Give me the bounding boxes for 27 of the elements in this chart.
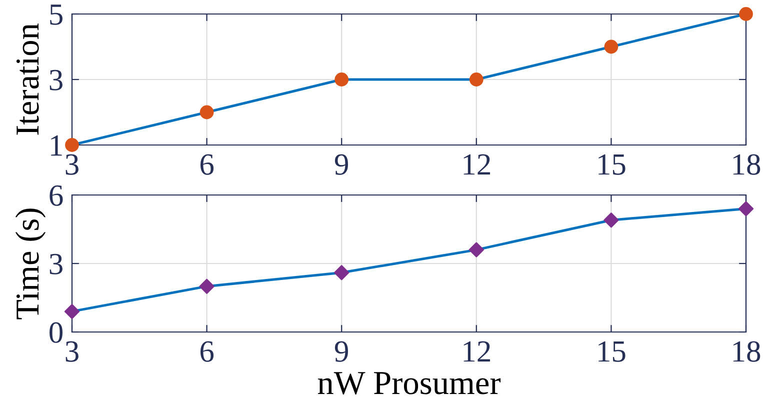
y-tick-label: 6 [50, 185, 63, 206]
point [64, 304, 80, 320]
x-tick-label: 3 [66, 154, 78, 175]
point [604, 212, 619, 228]
x-tick-label: 15 [598, 154, 626, 175]
y-axis-title: Time (s) [15, 208, 46, 320]
x-tick-label: 18 [733, 154, 760, 175]
y-tick-label: 5 [50, 4, 62, 25]
x-tick-label: 9 [334, 154, 348, 175]
y-tick-label: 0 [50, 322, 62, 343]
x-tick-label: 18 [733, 341, 760, 362]
y-tick-label: 3 [50, 70, 62, 90]
x-tick-label: 12 [464, 341, 490, 362]
x-tick-label: 3 [66, 341, 78, 362]
x-tick-label: 12 [464, 154, 490, 175]
x-axis-title: nW Prosumer [318, 372, 501, 394]
point [468, 242, 484, 258]
x-tick-label: 6 [200, 154, 214, 175]
point [334, 265, 350, 280]
y-axis-title: Iteration [16, 24, 39, 135]
y-tick-label: 3 [50, 254, 62, 274]
y-tick-label: 1 [51, 135, 62, 156]
x-tick-label: 15 [598, 341, 626, 362]
x-tick-label: 9 [334, 341, 348, 362]
point [738, 201, 754, 216]
x-tick-label: 6 [200, 341, 214, 362]
point [199, 278, 214, 294]
